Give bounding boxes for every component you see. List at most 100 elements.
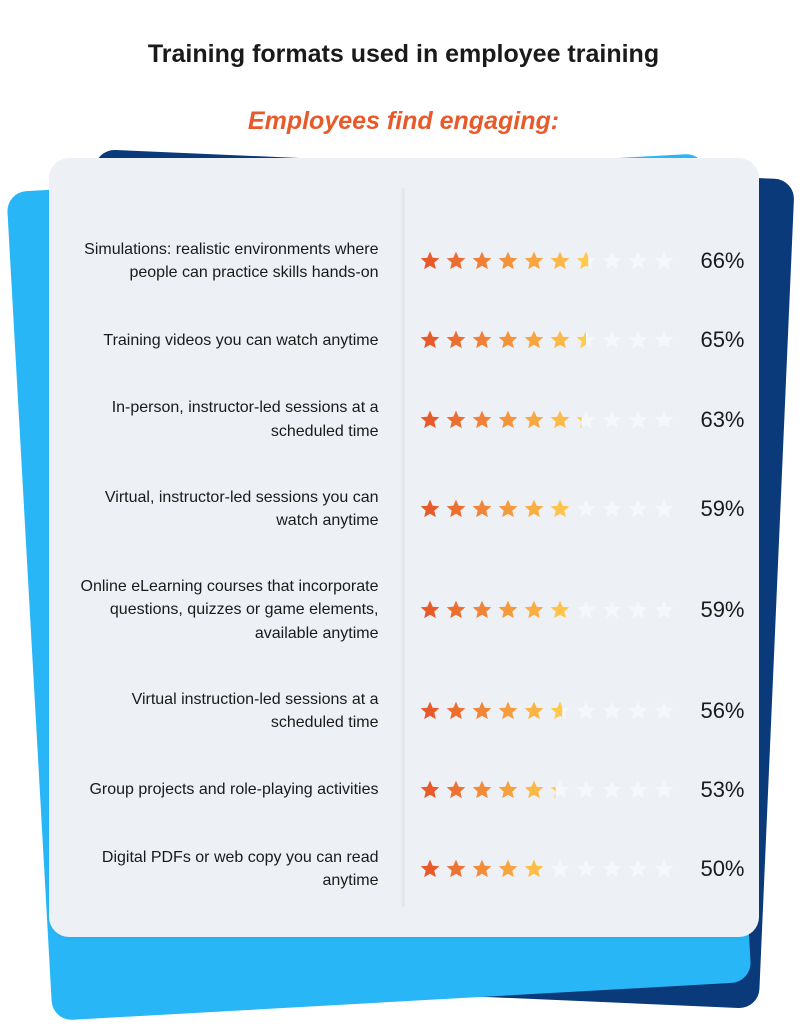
star-icon [575,858,597,880]
star-icon [549,498,571,520]
star-icon [523,250,545,272]
star-row [397,599,675,621]
star-icon [471,858,493,880]
star-icon [419,498,441,520]
row-label: Virtual instruction-led sessions at a sc… [67,688,397,734]
row-label: Virtual, instructor-led sessions you can… [67,486,397,532]
row-percent: 59% [675,496,745,522]
star-icon [523,329,545,351]
star-icon [523,599,545,621]
star-icon [627,409,649,431]
star-icon [445,858,467,880]
star-row [397,498,675,520]
rating-row: Online eLearning courses that incorporat… [67,575,731,645]
star-icon [419,599,441,621]
star-icon [627,700,649,722]
star-icon [523,779,545,801]
star-icon [419,250,441,272]
star-icon [601,498,623,520]
star-row [397,329,675,351]
star-icon [523,700,545,722]
row-label: Simulations: realistic environments wher… [67,238,397,284]
star-icon [575,700,597,722]
star-icon [575,599,597,621]
star-icon [523,858,545,880]
star-icon [627,858,649,880]
row-percent: 56% [675,698,745,724]
row-percent: 65% [675,327,745,353]
star-icon [549,858,571,880]
card: Simulations: realistic environments wher… [49,158,759,937]
star-icon [627,599,649,621]
star-icon [575,498,597,520]
star-icon [419,858,441,880]
star-icon [419,409,441,431]
star-icon [497,858,519,880]
star-icon [497,329,519,351]
star-icon [549,599,571,621]
star-icon [653,858,675,880]
star-icon [601,599,623,621]
star-icon [601,409,623,431]
star-icon [627,779,649,801]
star-icon [497,700,519,722]
star-icon [419,329,441,351]
rating-row: Virtual, instructor-led sessions you can… [67,486,731,532]
rating-row: Group projects and role-playing activiti… [67,777,731,803]
star-icon [497,498,519,520]
row-label: Group projects and role-playing activiti… [67,778,397,801]
star-icon [445,599,467,621]
star-row [397,779,675,801]
rating-row: Digital PDFs or web copy you can read an… [67,846,731,892]
row-percent: 63% [675,407,745,433]
star-icon [601,329,623,351]
star-icon [653,700,675,722]
star-row [397,700,675,722]
star-icon [471,599,493,621]
row-label: Online eLearning courses that incorporat… [67,575,397,645]
card-container: Simulations: realistic environments wher… [39,158,769,937]
row-label: Training videos you can watch anytime [67,329,397,352]
row-percent: 66% [675,248,745,274]
star-row [397,409,675,431]
star-icon [575,250,597,272]
row-label: In-person, instructor-led sessions at a … [67,396,397,442]
star-row [397,858,675,880]
star-icon [471,329,493,351]
star-icon [627,250,649,272]
subtitle: Employees find engaging: [0,107,807,136]
star-icon [549,409,571,431]
star-icon [627,329,649,351]
star-icon [601,250,623,272]
rating-row: Simulations: realistic environments wher… [67,238,731,284]
star-icon [653,498,675,520]
row-percent: 50% [675,856,745,882]
star-icon [523,498,545,520]
star-icon [497,599,519,621]
star-icon [471,409,493,431]
star-icon [497,779,519,801]
star-icon [471,700,493,722]
star-icon [653,779,675,801]
star-icon [471,779,493,801]
star-icon [523,409,545,431]
star-icon [627,498,649,520]
row-percent: 53% [675,777,745,803]
star-icon [549,329,571,351]
star-icon [653,409,675,431]
star-icon [445,250,467,272]
star-icon [601,858,623,880]
title: Training formats used in employee traini… [0,40,807,69]
rating-row: In-person, instructor-led sessions at a … [67,396,731,442]
star-icon [601,779,623,801]
star-row [397,250,675,272]
rating-row: Training videos you can watch anytime 65… [67,327,731,353]
star-icon [497,409,519,431]
star-icon [445,329,467,351]
star-icon [575,409,597,431]
star-icon [549,779,571,801]
star-icon [497,250,519,272]
star-icon [549,700,571,722]
star-icon [653,329,675,351]
star-icon [419,700,441,722]
